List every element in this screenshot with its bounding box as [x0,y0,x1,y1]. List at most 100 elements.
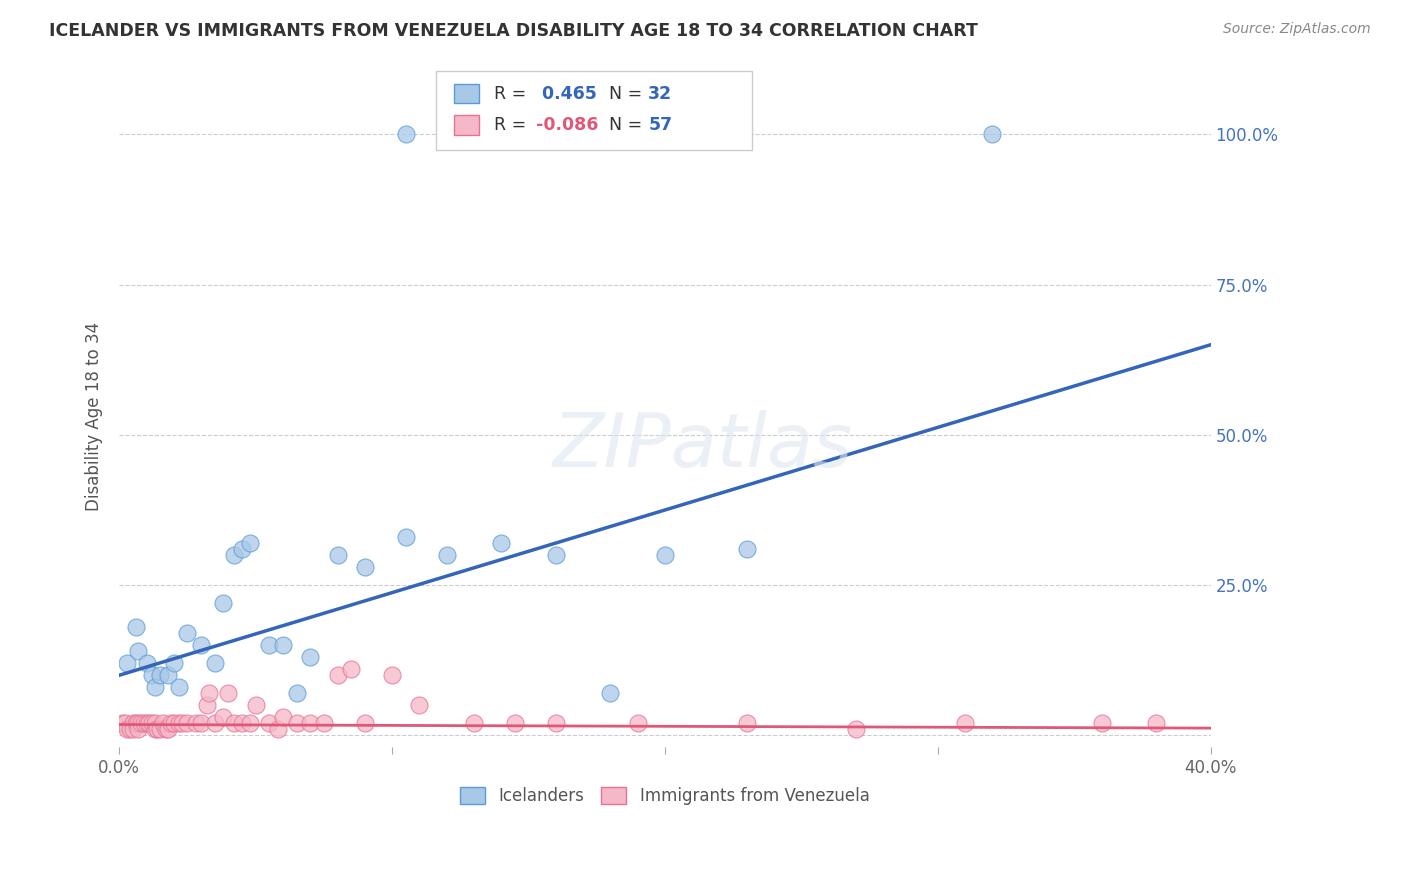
Point [141,668,163,682]
Point [259,716,281,731]
Point [654,548,676,562]
Point [299,650,322,665]
Text: N =: N = [609,85,648,103]
Point [124,716,146,731]
Point [163,657,186,671]
Point [326,548,349,562]
Point [544,716,567,731]
Point [198,686,221,700]
Point [245,698,267,713]
Point [170,716,193,731]
Point [149,723,172,737]
Point [114,716,136,731]
Point [127,644,149,658]
Point [491,536,513,550]
Point [222,548,245,562]
Point [124,620,146,634]
Point [395,128,418,142]
Point [143,716,166,731]
Point [503,716,526,731]
Point [163,716,186,731]
Point [340,662,363,676]
Point [735,716,758,731]
Point [117,723,139,737]
Point [259,638,281,652]
Point [195,698,218,713]
Point [231,716,253,731]
Point [239,716,262,731]
Text: Source: ZipAtlas.com: Source: ZipAtlas.com [1223,22,1371,37]
Point [176,716,198,731]
Point [212,596,235,610]
Text: -0.086: -0.086 [536,116,598,134]
Text: N =: N = [609,116,648,134]
Point [1090,716,1112,731]
Point [127,716,149,731]
Point [299,716,322,731]
Text: R =: R = [494,85,531,103]
Point [845,723,868,737]
Point [117,657,139,671]
Text: 32: 32 [648,85,672,103]
Point [184,716,207,731]
Point [157,723,180,737]
Point [204,716,226,731]
Text: ZIPatlas: ZIPatlas [553,410,853,482]
Point [271,638,294,652]
Text: 0.465: 0.465 [536,85,596,103]
Point [111,716,134,731]
Point [231,542,253,557]
Point [735,542,758,557]
Point [408,698,430,713]
Point [152,716,174,731]
Point [122,716,145,731]
Point [285,686,308,700]
Point [239,536,262,550]
Text: ICELANDER VS IMMIGRANTS FROM VENEZUELA DISABILITY AGE 18 TO 34 CORRELATION CHART: ICELANDER VS IMMIGRANTS FROM VENEZUELA D… [49,22,979,40]
Point [222,716,245,731]
Point [381,668,404,682]
Point [155,723,177,737]
Point [544,548,567,562]
Point [627,716,650,731]
Point [160,716,183,731]
Point [129,716,152,731]
Point [285,716,308,731]
Point [599,686,621,700]
Point [143,680,166,694]
Text: R =: R = [494,116,531,134]
Point [190,638,212,652]
Point [141,716,163,731]
Point [326,668,349,682]
Point [1144,716,1167,731]
Point [463,716,485,731]
Point [312,716,335,731]
Point [149,668,172,682]
Point [981,128,1004,142]
Point [146,723,169,737]
Legend: Icelanders, Immigrants from Venezuela: Icelanders, Immigrants from Venezuela [454,780,876,812]
Point [395,530,418,544]
Point [217,686,239,700]
Point [436,548,458,562]
Point [135,716,157,731]
Point [176,626,198,640]
Point [271,710,294,724]
Point [169,716,191,731]
Point [132,716,155,731]
Point [266,723,288,737]
Point [157,668,180,682]
Point [138,716,160,731]
Point [169,680,191,694]
Text: 57: 57 [648,116,672,134]
Point [135,657,157,671]
Point [190,716,212,731]
Y-axis label: Disability Age 18 to 34: Disability Age 18 to 34 [86,322,103,511]
Point [204,657,226,671]
Point [353,716,375,731]
Point [353,560,375,574]
Point [120,723,142,737]
Point [953,716,976,731]
Point [143,723,166,737]
Point [212,710,235,724]
